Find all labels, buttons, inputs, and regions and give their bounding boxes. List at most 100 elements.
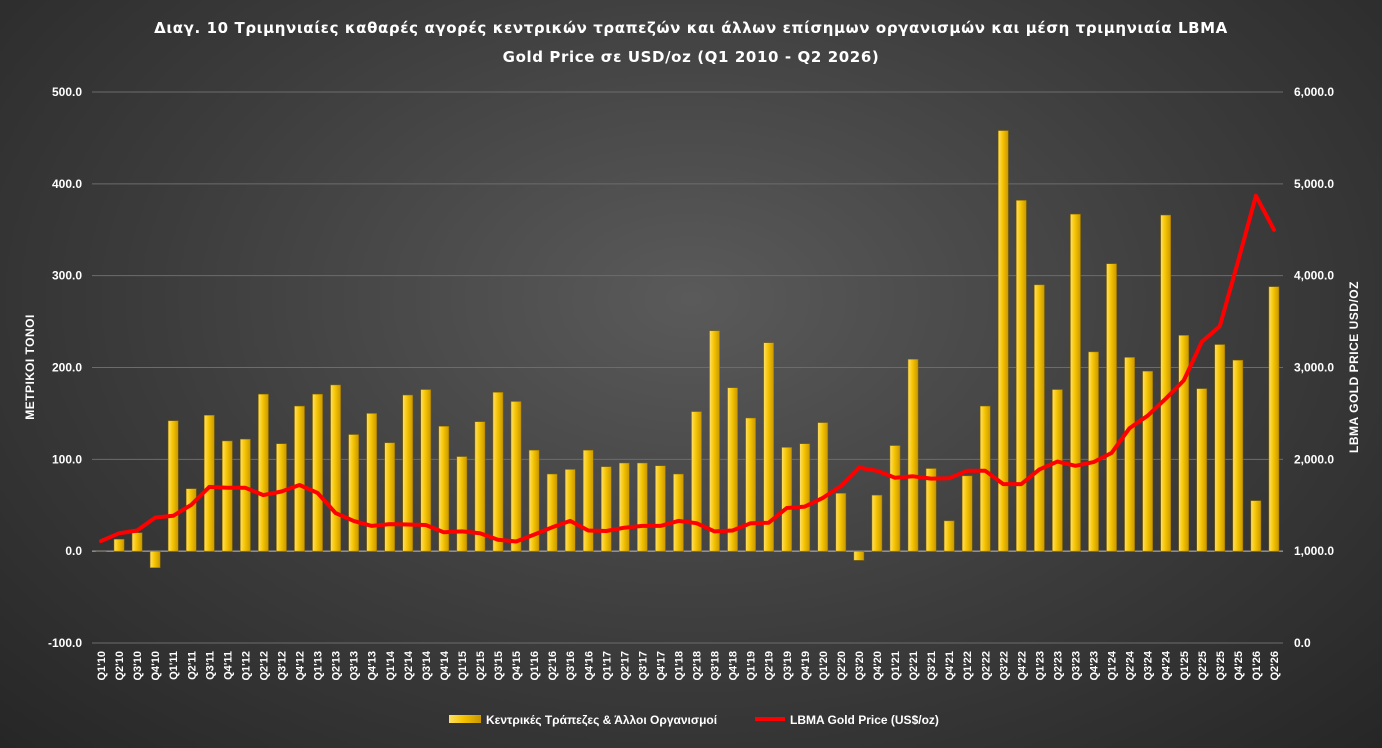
legend: Κεντρικές Τράπεζες & Άλλοι Οργανισμοί LB… xyxy=(449,713,939,727)
bar xyxy=(1142,370,1153,552)
bar xyxy=(240,438,251,552)
bar xyxy=(492,392,504,552)
x-tick-label: Q3'11 xyxy=(204,651,216,680)
x-tick-label: Q4'19 xyxy=(800,651,812,681)
x-tick-label: Q2'17 xyxy=(619,651,631,681)
left-axis-ticks: 500.0 400.0 300.0 200.0 100.0 0.0 -100.0 xyxy=(48,85,82,650)
x-tick-label: Q3'22 xyxy=(998,651,1010,681)
bar xyxy=(1052,389,1063,552)
x-tick-label: Q4'11 xyxy=(222,651,234,680)
bar xyxy=(1070,213,1081,552)
bar xyxy=(294,405,305,552)
y2-tick-label: 4,000.0 xyxy=(1294,269,1334,283)
y2-tick-label: 6,000.0 xyxy=(1294,85,1334,99)
bar xyxy=(1088,351,1099,552)
bar xyxy=(997,130,1009,552)
bar xyxy=(546,473,558,552)
x-tick-label: Q3'14 xyxy=(421,650,433,680)
x-tick-label: Q2'18 xyxy=(692,651,704,681)
bar xyxy=(1034,284,1045,552)
bar xyxy=(330,384,341,552)
x-tick-label: Q2'14 xyxy=(403,650,415,680)
bar xyxy=(1106,263,1117,552)
x-tick-label: Q2'26 xyxy=(1269,651,1281,681)
bar xyxy=(167,420,179,552)
x-tick-label: Q3'16 xyxy=(565,651,577,681)
x-tick-label: Q1'12 xyxy=(240,651,252,681)
x-tick-label: Q1'15 xyxy=(457,651,469,681)
bar xyxy=(763,342,775,552)
x-tick-label: Q2'25 xyxy=(1197,651,1209,681)
bar xyxy=(528,449,540,552)
bar xyxy=(1232,359,1244,552)
x-tick-label: Q1'14 xyxy=(385,650,397,680)
y-tick-label: 400.0 xyxy=(52,177,82,191)
x-tick-label: Q4'25 xyxy=(1233,651,1245,681)
x-tick-label: Q3'23 xyxy=(1071,651,1083,681)
x-tick-label: Q1'20 xyxy=(818,651,830,681)
x-tick-label: Q2'12 xyxy=(258,651,270,681)
x-axis-ticks: Q1'10 Q2'10 Q3'10 Q4'10 Q1'11 Q2'11 Q3'11 Q4'11… xyxy=(96,650,1281,680)
x-tick-label: Q4'24 xyxy=(1161,650,1173,680)
x-tick-label: Q4'10 xyxy=(150,651,162,681)
y2-axis-title: LBMA GOLD PRICE USD/OZ xyxy=(1347,281,1361,453)
x-tick-label: Q2'10 xyxy=(114,651,126,681)
bar xyxy=(510,401,522,552)
x-tick-label: Q3'15 xyxy=(493,651,505,681)
x-tick-label: Q2'16 xyxy=(547,651,559,681)
bar xyxy=(709,330,720,552)
bar xyxy=(799,443,811,552)
x-tick-label: Q4'21 xyxy=(944,651,956,681)
bar xyxy=(1214,344,1226,552)
legend-bar-label: Κεντρικές Τράπεζες & Άλλοι Οργανισμοί xyxy=(486,713,717,727)
x-tick-label: Q1'26 xyxy=(1251,651,1263,681)
bar xyxy=(817,422,829,552)
x-tick-label: Q2'22 xyxy=(980,651,992,681)
bar xyxy=(781,447,793,552)
x-tick-label: Q1'24 xyxy=(1107,650,1119,680)
x-tick-label: Q1'21 xyxy=(890,651,902,681)
x-tick-label: Q4'20 xyxy=(872,651,884,681)
y-tick-label: 0.0 xyxy=(65,544,82,558)
chart-title-line1: Διαγ. 10 Τριμηνιαίες καθαρές αγορές κεντ… xyxy=(154,19,1228,37)
y-tick-label: 500.0 xyxy=(52,85,82,99)
x-tick-label: Q1'23 xyxy=(1034,651,1046,681)
bar xyxy=(1250,500,1262,552)
bar xyxy=(185,488,197,552)
x-tick-label: Q4'12 xyxy=(295,651,307,681)
y2-tick-label: 1,000.0 xyxy=(1294,544,1334,558)
x-tick-label: Q4'18 xyxy=(728,651,740,681)
x-tick-label: Q3'19 xyxy=(782,651,794,681)
bar xyxy=(384,442,396,552)
bar xyxy=(203,415,215,552)
bar xyxy=(564,469,576,552)
x-tick-label: Q3'12 xyxy=(277,651,289,681)
bar xyxy=(600,466,612,552)
bar xyxy=(1124,357,1135,552)
x-tick-label: Q2'15 xyxy=(475,651,487,681)
bar xyxy=(637,462,648,552)
bar xyxy=(95,550,107,552)
x-tick-label: Q1'17 xyxy=(601,651,613,681)
bar xyxy=(1268,286,1280,552)
legend-bar-swatch xyxy=(449,715,481,723)
bar xyxy=(889,445,901,552)
bar xyxy=(673,473,684,552)
y2-tick-label: 0.0 xyxy=(1294,636,1311,650)
x-tick-label: Q4'14 xyxy=(439,650,451,680)
bar xyxy=(1178,335,1190,552)
bar-series xyxy=(95,130,1280,568)
x-tick-label: Q3'24 xyxy=(1143,650,1155,680)
x-tick-label: Q2'13 xyxy=(331,651,343,681)
bar xyxy=(835,493,847,552)
y2-tick-label: 3,000.0 xyxy=(1294,361,1334,375)
bar xyxy=(131,532,143,552)
line-series xyxy=(99,193,1276,544)
bar xyxy=(727,387,738,552)
chart-title-line2: Gold Price σε USD/oz (Q1 2010 - Q2 2026) xyxy=(503,48,880,66)
y2-tick-label: 5,000.0 xyxy=(1294,177,1334,191)
bar xyxy=(1196,388,1208,552)
bar xyxy=(222,440,233,552)
bar xyxy=(907,358,919,552)
